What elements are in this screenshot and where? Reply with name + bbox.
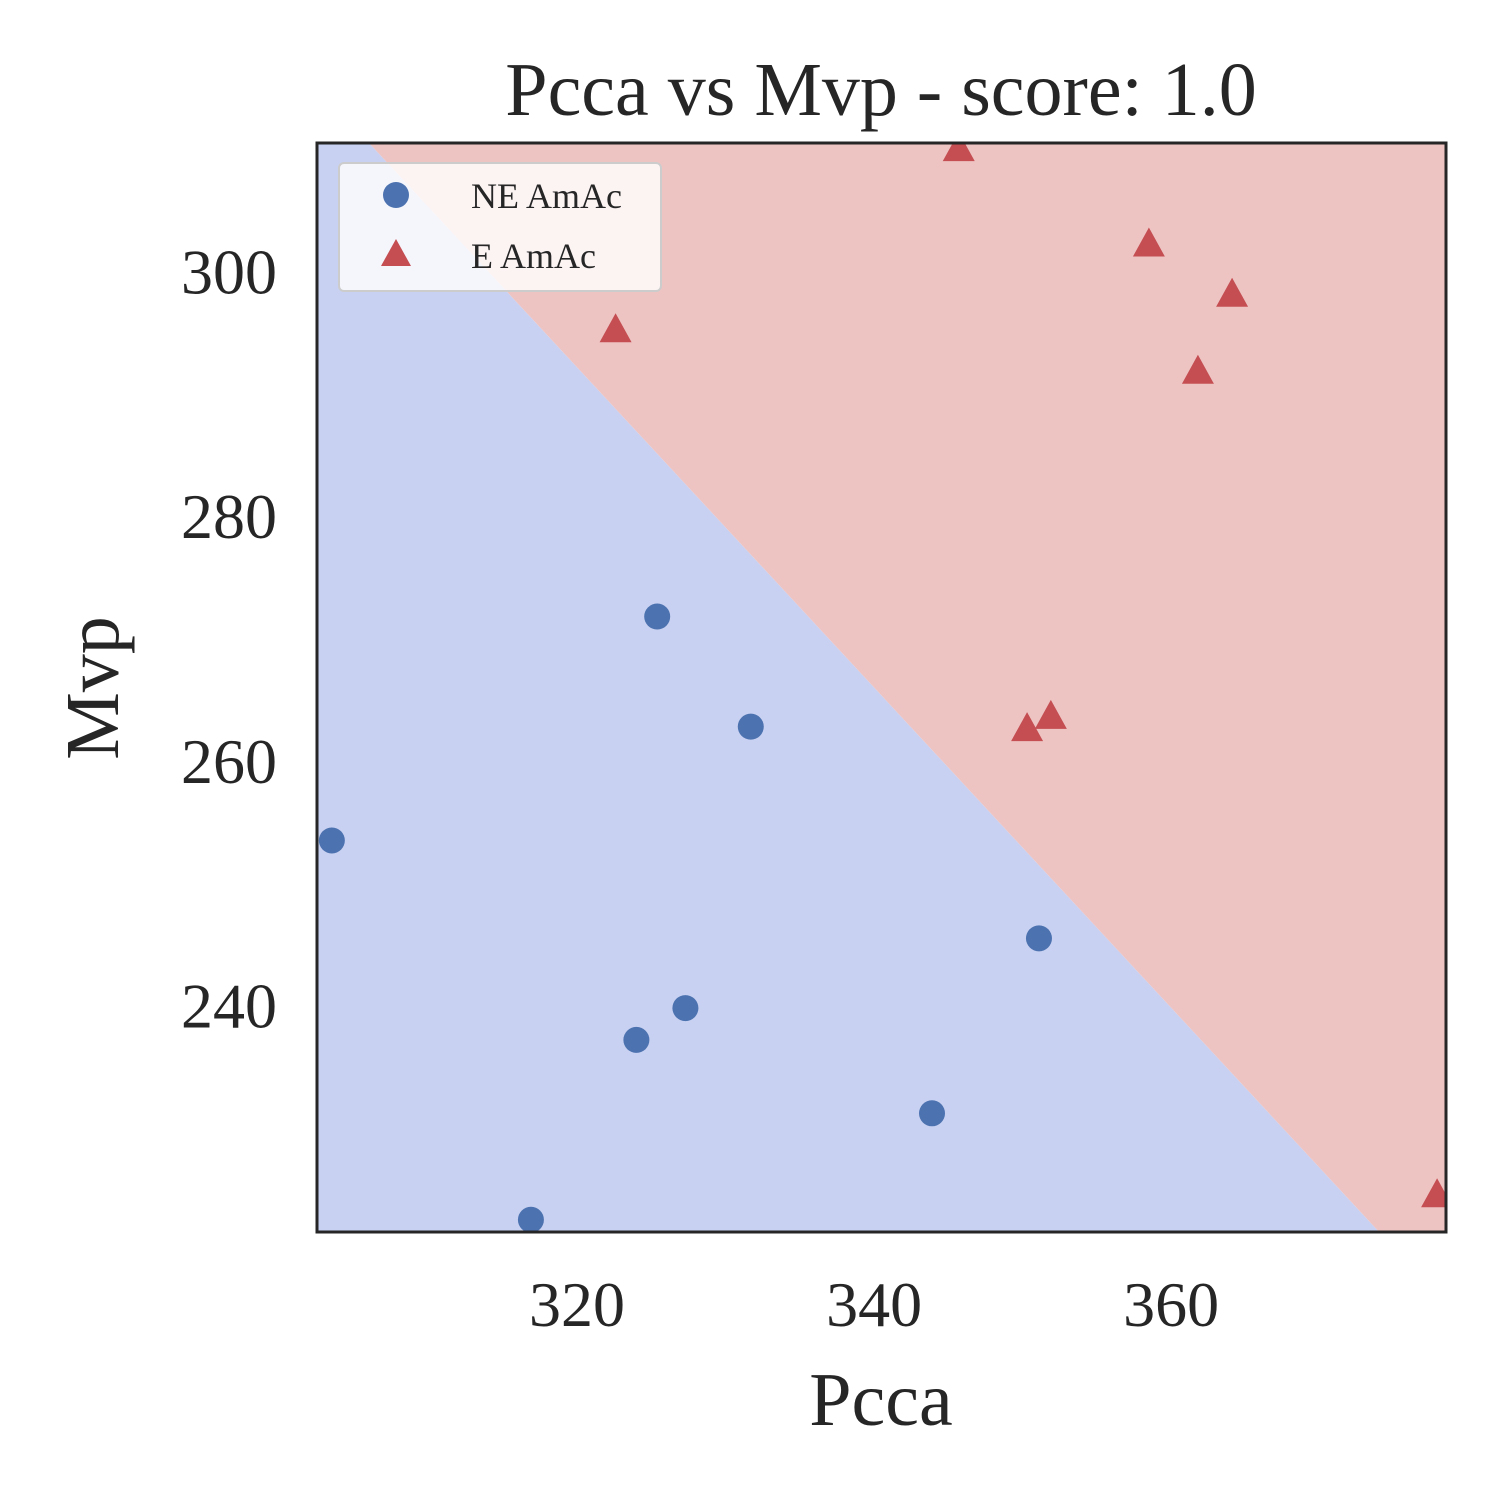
y-tick-label-260: 260 (181, 726, 277, 797)
point-ne-amac-5 (737, 713, 764, 740)
point-ne-amac-1 (517, 1206, 544, 1232)
y-axis-ticks: 240 260 280 300 (181, 236, 277, 1041)
decision-regions (317, 143, 1446, 1232)
y-tick-label-240: 240 (181, 971, 277, 1042)
region-ne-amac (317, 143, 1380, 1232)
point-ne-amac-4 (672, 995, 699, 1022)
chart-title: Pcca vs Mvp - score: 1.0 (505, 48, 1256, 132)
y-axis-label: Mvp (51, 616, 135, 760)
plot-frame (315, 141, 1448, 1234)
point-e-amac-3 (1034, 699, 1067, 729)
x-tick-label-320: 320 (529, 1269, 625, 1340)
point-ne-amac-6 (919, 1100, 946, 1127)
point-e-amac-5 (1181, 354, 1214, 384)
x-tick-label-340: 340 (826, 1269, 922, 1340)
point-ne-amac-0 (318, 827, 345, 854)
data-points (318, 143, 1446, 1232)
region-e-amac (368, 143, 1446, 1232)
point-e-amac-7 (1421, 1178, 1446, 1208)
point-e-amac-1 (942, 143, 975, 162)
x-axis-label: Pcca (809, 1358, 952, 1442)
point-ne-amac-3 (644, 603, 671, 630)
y-tick-label-300: 300 (181, 236, 277, 307)
legend-box (338, 162, 662, 292)
x-axis-ticks: 320 340 360 (529, 1269, 1219, 1340)
point-e-amac-0 (599, 313, 632, 343)
legend-label-e-amac: E AmAc (471, 236, 596, 276)
legend-label-ne-amac: NE AmAc (471, 176, 622, 216)
legend-marker-e-amac (381, 239, 411, 266)
x-tick-label-360: 360 (1123, 1269, 1219, 1340)
point-ne-amac-2 (623, 1026, 650, 1053)
legend-marker-ne-amac (383, 182, 409, 208)
y-tick-label-280: 280 (181, 481, 277, 552)
point-ne-amac-7 (1025, 925, 1052, 952)
point-e-amac-2 (1011, 712, 1044, 742)
plot-area (315, 141, 1448, 1234)
legend: NE AmAc E AmAc (338, 162, 662, 292)
point-e-amac-6 (1216, 277, 1249, 307)
point-e-amac-4 (1132, 227, 1165, 257)
